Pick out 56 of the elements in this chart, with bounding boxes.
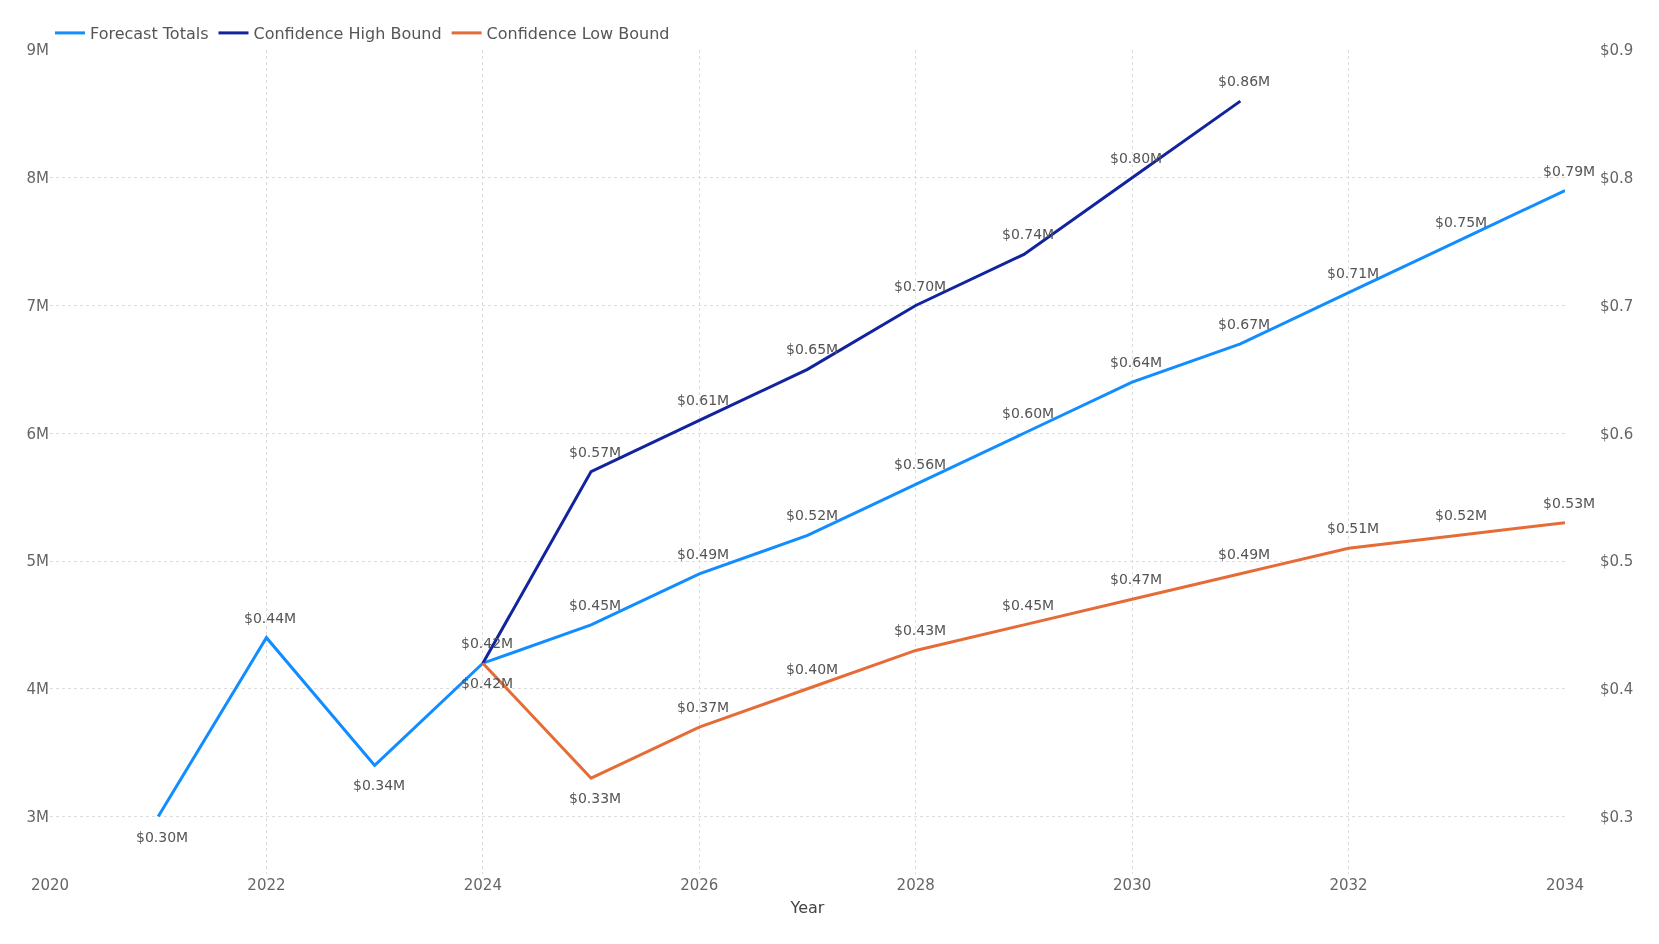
x-tick-label: 2028 <box>896 876 935 894</box>
legend-label: Confidence Low Bound <box>486 24 670 44</box>
data-label: $0.80M <box>1110 150 1163 166</box>
x-tick-label: 2022 <box>247 876 286 894</box>
data-label: $0.64M <box>1110 354 1163 370</box>
data-label: $0.57M <box>569 444 622 460</box>
data-label: $0.60M <box>1002 405 1055 421</box>
data-label: $0.34M <box>353 777 406 793</box>
data-label: $0.43M <box>894 622 947 638</box>
y2-tick-label: $0.6 <box>1600 424 1634 443</box>
x-tick-label: 2032 <box>1329 876 1368 894</box>
x-tick-label: 2020 <box>30 876 70 894</box>
x-tick-label: 2026 <box>680 876 719 894</box>
legend-label: Confidence High Bound <box>253 24 442 44</box>
y-tick-label: 8M <box>26 169 49 187</box>
data-label: $0.61M <box>677 392 730 408</box>
y-tick-label: 7M <box>26 296 49 315</box>
legend-label: Forecast Totals <box>90 24 209 44</box>
data-label: $0.79M <box>1543 163 1596 179</box>
data-label: $0.74M <box>1002 226 1055 242</box>
data-label: $0.45M <box>569 597 622 613</box>
x-axis-title: Year <box>789 897 825 917</box>
y2-tick-label: $0.5 <box>1600 552 1634 571</box>
data-label: $0.56M <box>894 456 947 472</box>
data-label: $0.67M <box>1218 316 1271 332</box>
x-tick-label: 2034 <box>1545 876 1585 894</box>
data-label: $0.86M <box>1218 73 1271 89</box>
y2-tick-label: $0.4 <box>1600 680 1634 699</box>
data-label: $0.52M <box>786 507 839 523</box>
y2-tick-label: $0.8 <box>1600 169 1634 187</box>
x-tick-label: 2024 <box>463 876 502 894</box>
data-label: $0.30M <box>136 829 189 845</box>
data-label: $0.53M <box>1543 495 1596 511</box>
y2-tick-label: $0.9 <box>1600 41 1634 60</box>
y-tick-label: 6M <box>26 424 49 443</box>
y2-tick-label: $0.7 <box>1600 296 1634 315</box>
data-label: $0.70M <box>894 278 947 294</box>
data-label: $0.37M <box>677 699 730 715</box>
data-label: $0.47M <box>1110 571 1163 587</box>
data-label: $0.40M <box>786 661 839 677</box>
data-label: $0.75M <box>1435 214 1488 230</box>
data-label: $0.51M <box>1327 520 1380 536</box>
data-label: $0.45M <box>1002 597 1055 613</box>
data-label: $0.52M <box>1435 507 1488 523</box>
y-tick-label: 9M <box>26 41 49 60</box>
data-label: $0.49M <box>1218 546 1271 562</box>
data-label: $0.71M <box>1327 265 1380 281</box>
data-label: $0.33M <box>569 790 622 806</box>
y-tick-label: 4M <box>26 680 49 699</box>
y-tick-label: 3M <box>26 807 49 826</box>
data-label: $0.44M <box>244 610 297 626</box>
x-tick-label: 2030 <box>1113 876 1152 894</box>
y2-tick-label: $0.3 <box>1600 807 1634 826</box>
y-tick-label: 5M <box>26 552 49 571</box>
data-label: $0.65M <box>786 341 839 357</box>
data-label: $0.49M <box>677 546 730 562</box>
